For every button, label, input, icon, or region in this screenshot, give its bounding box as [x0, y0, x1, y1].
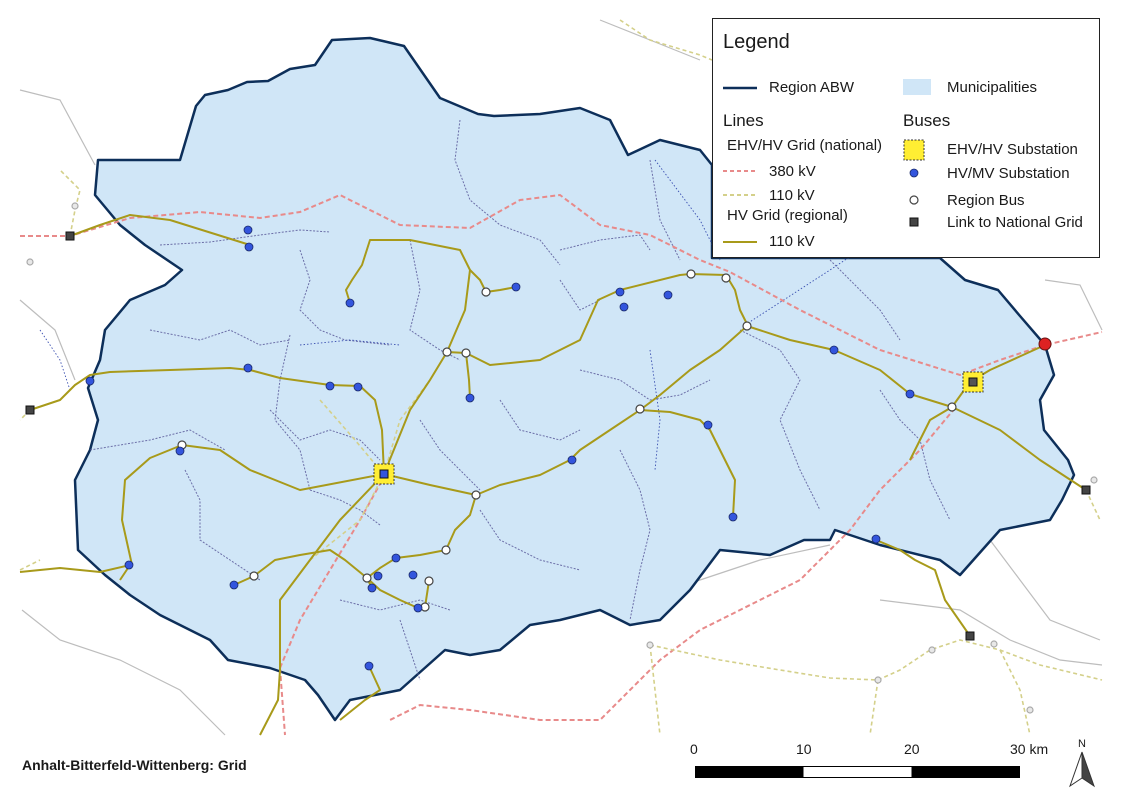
region-buses: [26, 202, 1098, 714]
legend-title: Legend: [723, 31, 790, 53]
link-national-symbol: [909, 217, 919, 227]
national-grid-links: [25, 231, 1091, 641]
legend-link-national: Link to National Grid: [947, 214, 1083, 231]
legend-110kv-regional: 110 kV: [769, 233, 815, 250]
ehv-hv-substation-symbol: [903, 139, 925, 161]
thin-blue-boundaries: [39, 159, 861, 471]
line-110-regional-symbol: [723, 241, 757, 243]
legend-lines-header: Lines: [723, 111, 764, 130]
scale-label-10: 10: [796, 741, 812, 757]
scale-label-20: 20: [904, 741, 920, 757]
region-line-symbol: [723, 86, 757, 90]
hv-mv-substation-symbol: [909, 168, 919, 178]
legend-380kv: 380 kV: [769, 163, 816, 180]
municipality-boundaries: [89, 119, 951, 681]
national-380kv-lines: [20, 193, 1103, 736]
region-bus-symbol: [909, 195, 919, 205]
legend-ehv-hv-substation: EHV/HV Substation: [947, 141, 1078, 158]
municipalities-symbol: [903, 79, 931, 95]
scale-bar-graphic: [695, 766, 1020, 778]
north-arrow: N: [1064, 738, 1100, 790]
external-bus-red: [1038, 337, 1052, 351]
line-110-national-symbol: [723, 194, 757, 196]
hv-mv-substations: [85, 225, 915, 671]
scale-bar: 0 10 20 30 km: [690, 738, 1070, 786]
legend-hv-mv-substation: HV/MV Substation: [947, 165, 1070, 182]
legend-region-bus: Region Bus: [947, 192, 1025, 209]
north-label: N: [1078, 738, 1086, 750]
legend: Legend Region ABW Municipalities Lines B…: [712, 18, 1100, 258]
legend-municipalities-label: Municipalities: [947, 79, 1038, 96]
scale-label-30: 30 km: [1010, 741, 1049, 757]
ehv-hv-substations: [373, 371, 984, 485]
scale-label-0: 0: [690, 741, 698, 757]
region-abw: [73, 36, 1076, 722]
map-caption: Anhalt-Bitterfeld-Wittenberg: Grid: [22, 757, 247, 773]
north-arrow-icon: [1069, 751, 1095, 788]
legend-buses-header: Buses: [903, 111, 951, 130]
line-380-symbol: [723, 170, 757, 172]
legend-ehv-hv-national: EHV/HV Grid (national): [727, 137, 883, 154]
legend-region-label: Region ABW: [769, 79, 855, 96]
legend-110kv-national: 110 kV: [769, 187, 815, 204]
legend-hv-regional: HV Grid (regional): [727, 207, 848, 224]
